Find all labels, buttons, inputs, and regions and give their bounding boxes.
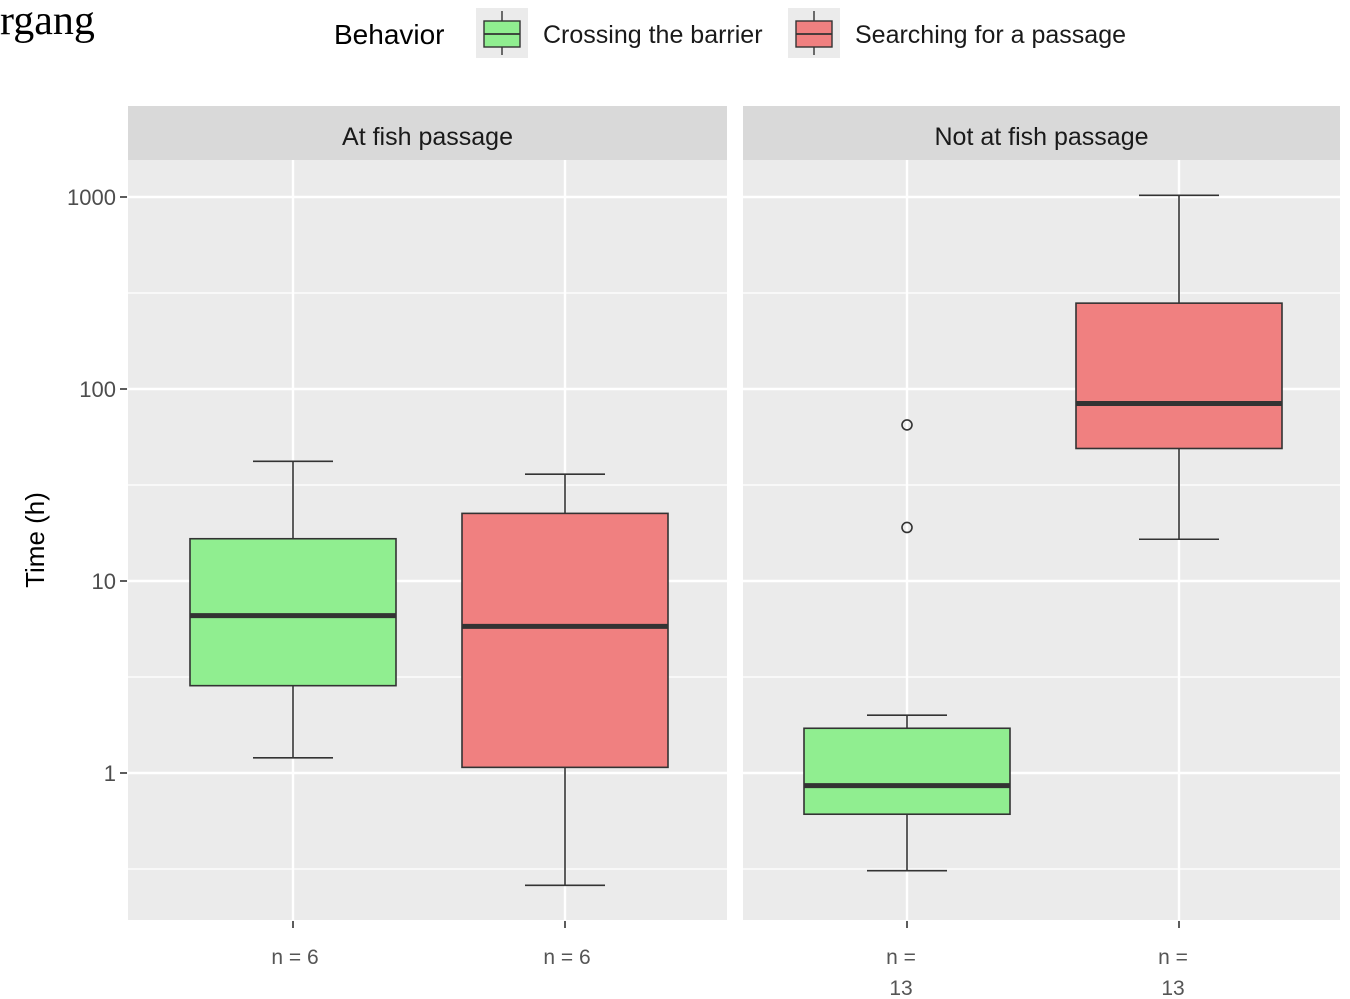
x-tick-label: n = 6	[543, 946, 590, 969]
facet-strip-label: At fish passage	[342, 123, 513, 151]
corner-caption: rgang	[0, 0, 95, 44]
x-tick-label: n =	[886, 946, 916, 969]
facet-panel: At fish passage n = 6 n = 6	[128, 106, 727, 969]
facet-strip	[743, 106, 1340, 160]
facet-strip	[128, 106, 727, 160]
y-tick-label: 10	[92, 569, 116, 594]
box-searching	[1075, 194, 1283, 541]
y-axis-title: Time (h)	[20, 492, 50, 588]
box-body	[1075, 302, 1283, 450]
x-tick-label: n =	[1158, 946, 1188, 969]
x-tick-label: n = 6	[271, 946, 318, 969]
box-searching	[461, 473, 669, 887]
facet-panels: At fish passage n = 6 n = 6 Not at fish pas…	[128, 106, 1340, 999]
facet-strip-label: Not at fish passage	[934, 123, 1148, 151]
x-tick-label: 13	[889, 977, 912, 999]
legend-title: Behavior	[334, 19, 445, 50]
outlier-point	[901, 521, 913, 534]
box-body	[461, 512, 669, 769]
y-axis: 1 10 100 1000	[67, 185, 127, 786]
box-crossing	[189, 460, 397, 759]
legend-label: Searching for a passage	[855, 21, 1126, 49]
y-tick-label: 1	[104, 761, 116, 786]
legend-label: Crossing the barrier	[543, 21, 763, 49]
outlier-point	[901, 419, 913, 431]
box-body	[189, 537, 397, 687]
x-tick-label: 13	[1161, 977, 1184, 999]
legend-key-crossing	[476, 8, 528, 58]
box-crossing	[803, 419, 1011, 872]
legend-key-searching	[788, 8, 840, 58]
y-tick-label: 100	[79, 377, 116, 402]
y-tick-label: 1000	[67, 185, 116, 210]
facet-panel: Not at fish passage n = 13 n = 13	[743, 106, 1340, 999]
legend: Behavior Crossing the barrier Searching f…	[334, 8, 1126, 58]
box-body	[803, 727, 1011, 816]
